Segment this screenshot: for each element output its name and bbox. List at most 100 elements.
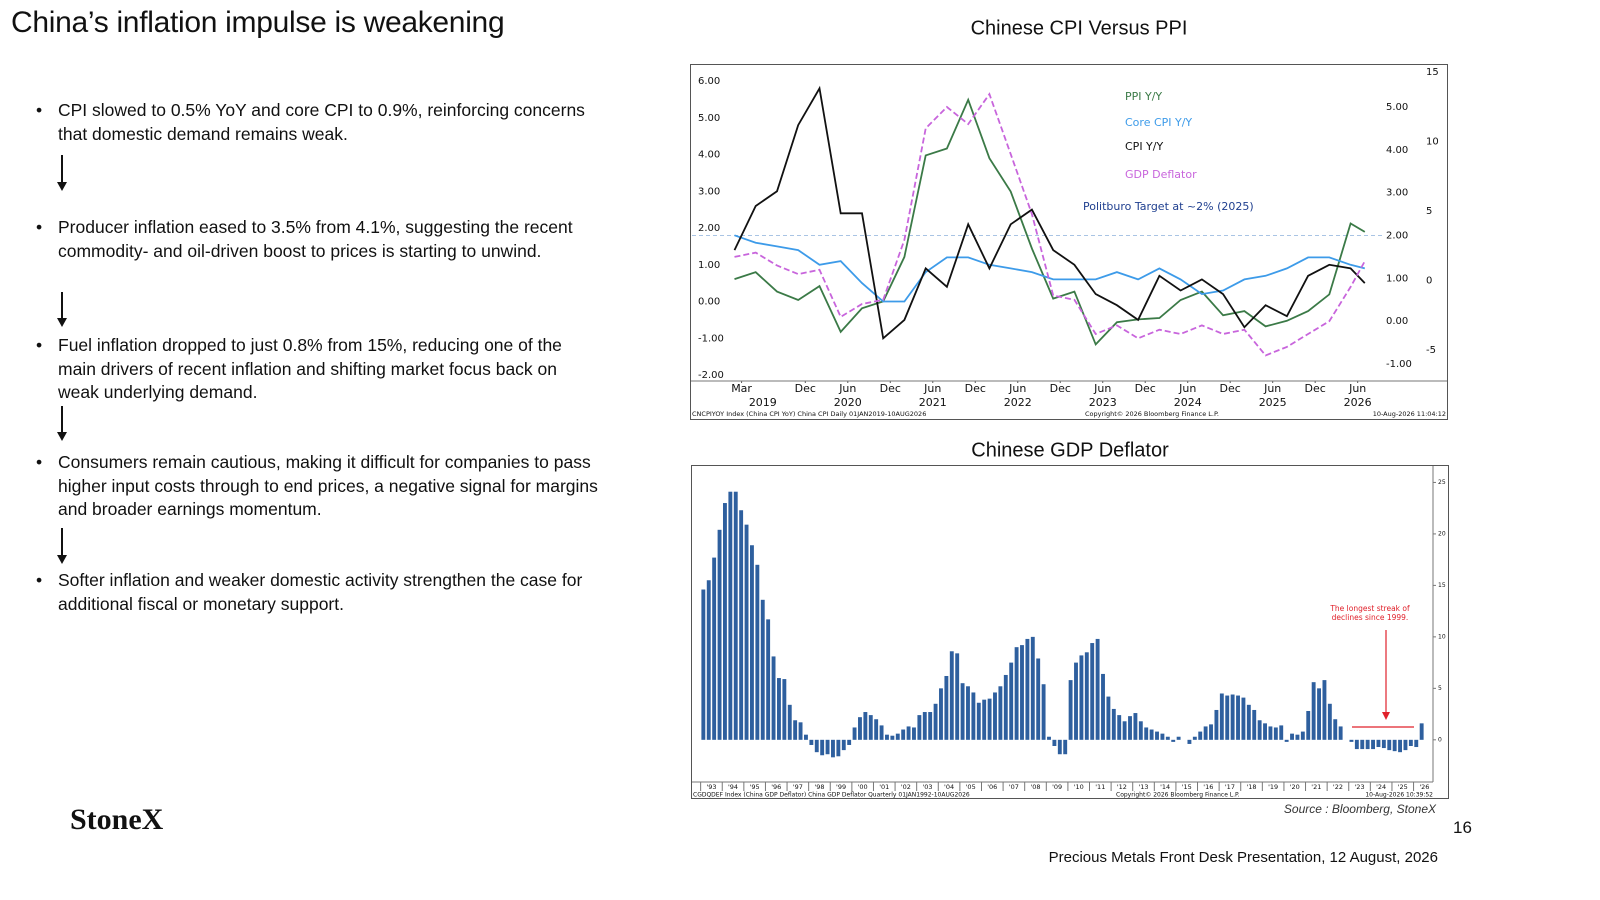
bar (971, 692, 976, 740)
x-tick-label: '19 (1268, 783, 1278, 791)
bar (1354, 739, 1359, 750)
bar (1025, 638, 1030, 740)
y2-tick-label: 0.00 (1386, 316, 1408, 327)
page-number: 16 (1453, 818, 1472, 837)
bar (836, 739, 841, 757)
y3-tick-label: 5 (1426, 206, 1432, 217)
bar (1106, 696, 1111, 740)
bar (787, 704, 792, 740)
bar (1057, 739, 1062, 755)
bar (755, 564, 760, 740)
bar (1322, 680, 1327, 740)
bar (1333, 719, 1338, 740)
bar (917, 715, 922, 740)
bar (1176, 736, 1181, 740)
x-tick-label: '20 (1290, 783, 1300, 791)
y2-tick-label: 1.00 (1386, 273, 1408, 284)
bar (1047, 736, 1051, 740)
bar (1063, 739, 1068, 755)
bar (863, 712, 868, 740)
y-tick-label: 0 (1438, 736, 1442, 743)
bar (1246, 704, 1251, 740)
x-tick-label: '10 (1074, 783, 1084, 791)
series-line (734, 234, 1366, 303)
bar (1338, 726, 1343, 740)
chart-frame (690, 64, 1448, 420)
bar (1257, 720, 1262, 740)
bar (928, 712, 933, 740)
x-year-label: 2019 (749, 396, 777, 409)
bar (1387, 739, 1392, 751)
x-tick-label: Dec (965, 382, 986, 395)
legend-entry: GDP Deflator (1125, 168, 1197, 181)
chart-note: Copyright© 2026 Bloomberg Finance L.P. (1116, 792, 1240, 799)
annotation-arrow (1352, 630, 1414, 728)
bar (717, 529, 722, 740)
x-tick-label: Dec (1135, 382, 1156, 395)
bar (993, 692, 997, 740)
bar (1376, 739, 1381, 748)
y-tick-label: 25 (1438, 479, 1446, 486)
bullet: Softer inflation and weaker domestic act… (36, 569, 598, 616)
bar (1317, 688, 1321, 740)
y-tick-label: 1.00 (698, 260, 720, 271)
x-tick-label: '02 (901, 783, 911, 791)
y-tick-label: 15 (1438, 582, 1446, 589)
bar (922, 712, 927, 740)
y-tick-label: 20 (1438, 530, 1446, 537)
bar (895, 733, 900, 740)
x-tick-label: Jun (1348, 382, 1366, 395)
chart-note: Copyright© 2026 Bloomberg Finance L.P. (1085, 410, 1219, 418)
bar (809, 739, 814, 745)
bar (1408, 739, 1413, 746)
bar (852, 727, 857, 740)
y-tick-label: -2.00 (698, 370, 724, 381)
x-year-label: 2023 (1089, 396, 1117, 409)
bar (750, 545, 754, 740)
bar (841, 739, 846, 751)
bar (1074, 662, 1078, 740)
bar (987, 698, 992, 740)
x-tick-label: Dec (880, 382, 901, 395)
y-tick-label: 2.00 (698, 223, 720, 234)
x-tick-label: Dec (1305, 382, 1326, 395)
bar (939, 688, 943, 740)
x-tick-label: Mar (731, 382, 752, 395)
x-tick-label: Jun (838, 382, 856, 395)
x-tick-label: '13 (1138, 783, 1148, 791)
bar (955, 653, 960, 740)
x-tick-label: '11 (1095, 783, 1105, 791)
bar (1230, 694, 1235, 740)
bar (847, 739, 852, 745)
bar (1263, 723, 1267, 740)
bar (1219, 693, 1224, 740)
x-tick-label: Jun (1178, 382, 1196, 395)
x-tick-label: '05 (966, 783, 976, 791)
bar (1192, 736, 1197, 740)
x-tick-label: '93 (706, 783, 716, 791)
bar (1133, 713, 1138, 740)
bar (966, 686, 970, 740)
bar (760, 599, 765, 740)
chart-title: Chinese GDP Deflator (971, 439, 1169, 461)
bar (982, 699, 987, 740)
bar (1360, 739, 1365, 750)
bar (1165, 736, 1170, 740)
bar (820, 739, 825, 756)
bar (976, 702, 981, 740)
y-tick-label: 3.00 (698, 186, 720, 197)
x-tick-label: '03 (922, 783, 932, 791)
bar (1128, 716, 1132, 740)
flow-arrows (57, 155, 67, 564)
bar (1160, 733, 1165, 740)
x-tick-label: '07 (1009, 783, 1019, 791)
bar (1122, 721, 1127, 740)
bar (1030, 636, 1035, 740)
bar (733, 491, 738, 740)
bar (1414, 739, 1419, 748)
bar (766, 619, 771, 740)
bar (701, 589, 706, 740)
bar (879, 725, 884, 740)
bar (868, 715, 873, 740)
